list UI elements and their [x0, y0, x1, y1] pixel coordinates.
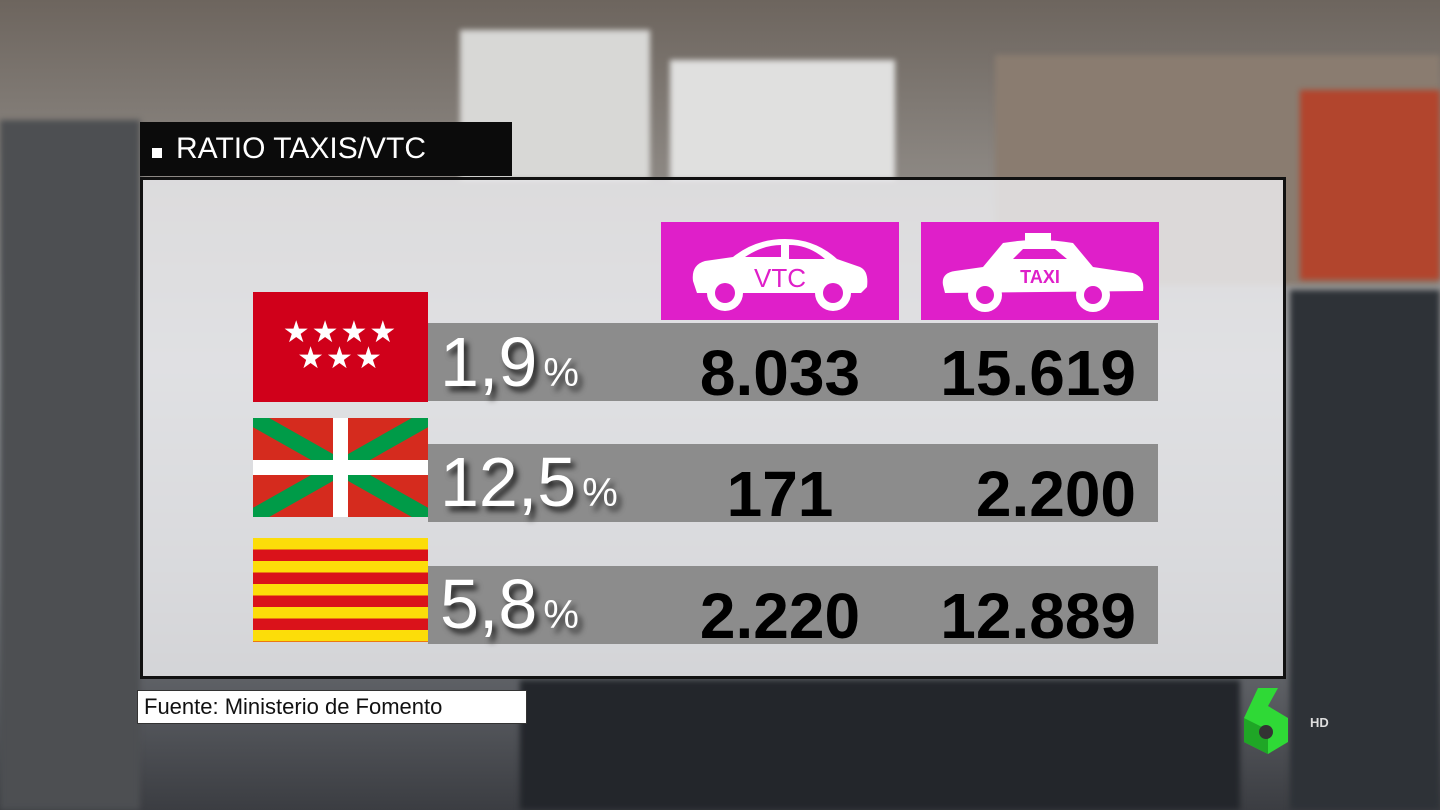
row-bar-pais-vasco: [428, 444, 1158, 522]
ratio-number: 12,5: [440, 443, 577, 521]
ratio-value: 5,8%: [440, 564, 579, 644]
taxi-header: TAXI: [921, 222, 1159, 320]
comunidad-de-madrid-flag: ★★★★ ★★★: [253, 292, 428, 402]
vtc-count: 8.033: [699, 337, 861, 409]
ratio-unit: %: [543, 593, 579, 637]
hd-badge: HD: [1310, 715, 1329, 730]
vtc-count: 2.220: [699, 580, 861, 652]
graphic-title: RATIO TAXIS/VTC: [140, 122, 512, 176]
row-bar-cataluna: [428, 566, 1158, 644]
title-bullet: [152, 148, 162, 158]
vtc-header: VTC: [661, 222, 899, 320]
row-bar-madrid: [428, 323, 1158, 401]
source-caption: Fuente: Ministerio de Fomento: [137, 690, 527, 724]
title-text: RATIO TAXIS/VTC: [176, 132, 427, 165]
taxi-label: TAXI: [1020, 267, 1060, 287]
la-sexta-logo: [1244, 688, 1288, 754]
vtc-label: VTC: [754, 263, 806, 293]
ratio-number: 1,9: [440, 323, 538, 401]
vtc-car-icon: VTC: [692, 239, 868, 311]
ratio-value: 12,5%: [440, 442, 618, 522]
ratio-value: 1,9%: [440, 322, 579, 402]
pais-vasco-ikurrina-flag: [253, 418, 428, 517]
taxi-count: 12.889: [940, 580, 1136, 652]
taxi-count: 2.200: [975, 458, 1136, 530]
taxi-car-icon: TAXI: [942, 233, 1143, 312]
ratio-unit: %: [582, 471, 618, 515]
vtc-count: 171: [726, 458, 834, 530]
ratio-number: 5,8: [440, 565, 538, 643]
taxi-count: 15.619: [940, 337, 1136, 409]
ratio-unit: %: [543, 351, 579, 395]
cataluna-senyera-flag: [253, 538, 428, 642]
